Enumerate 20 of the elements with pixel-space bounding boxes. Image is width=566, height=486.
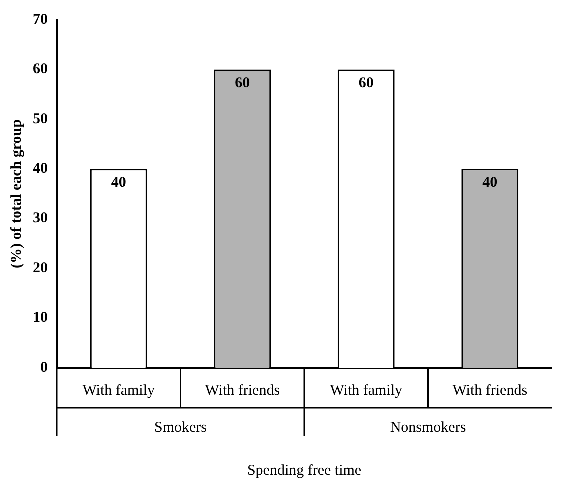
text: Nonsmokers — [390, 420, 466, 436]
data-label: 40 — [482, 175, 498, 192]
text: Smokers — [154, 420, 208, 436]
y-tick-label: 10 — [33, 310, 48, 326]
y-tick-label: 40 — [33, 161, 48, 178]
x-axis-title: Spending free time — [247, 462, 362, 479]
x-tick-label: With family — [330, 382, 404, 399]
x-tick-label: With friends — [205, 382, 280, 399]
y-tick-label: 30 — [33, 210, 48, 227]
data-label: 40 — [111, 175, 126, 192]
y-tick-label: 0 — [40, 360, 48, 376]
y-tick-label: 60 — [33, 62, 48, 78]
y-tick-label: 70 — [33, 12, 48, 28]
data-label: 60 — [358, 76, 374, 92]
y-tick-label: 50 — [33, 111, 48, 128]
data-label: 60 — [235, 76, 250, 92]
y-axis-title: (%) of total each group — [8, 120, 25, 268]
x-tick-label: With family — [82, 382, 156, 399]
x-tick-label: With friends — [452, 382, 528, 399]
y-tick-label: 20 — [33, 260, 48, 276]
